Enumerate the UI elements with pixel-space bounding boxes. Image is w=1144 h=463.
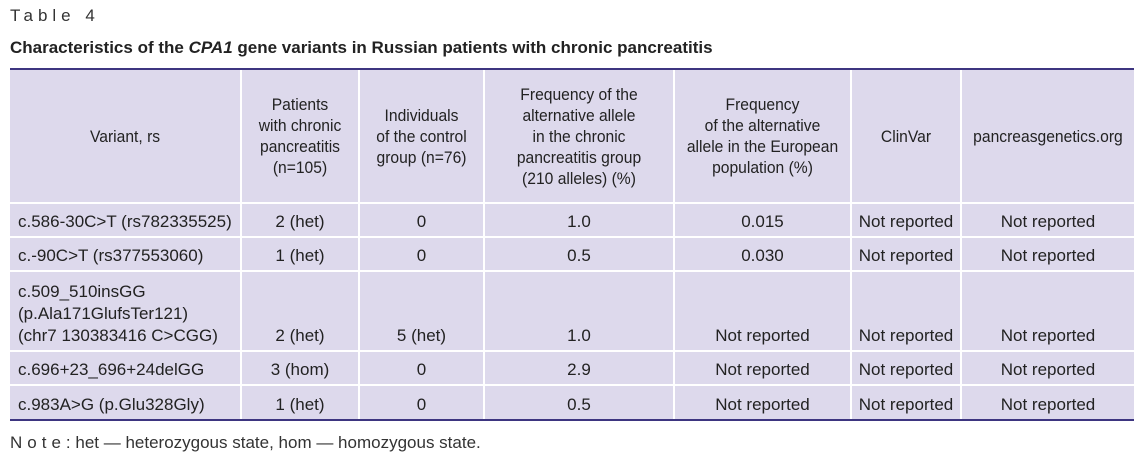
header-line: (n=105) <box>272 158 328 177</box>
cell-control: 0 <box>358 350 484 385</box>
variant-line: c.983A>G (p.Glu328Gly) <box>18 395 205 414</box>
header-line: of the control <box>376 126 467 146</box>
cell-freq-cp: 1.0 <box>483 202 674 237</box>
table-row: c.509_510insGG (p.Ala171GlufsTer121) (chr7… <box>10 270 1134 351</box>
cell-clinvar: Not reported <box>850 384 961 419</box>
cell-patients: 2 (het) <box>240 270 359 351</box>
header-line: ClinVar <box>880 126 932 146</box>
header-line: with chronic <box>258 116 342 135</box>
header-line: (210 alleles) (%) <box>522 168 636 188</box>
cell-pancreasgenetics: Not reported <box>960 384 1134 419</box>
cell-control: 0 <box>358 236 484 271</box>
cell-freq-cp: 0.5 <box>483 236 674 271</box>
cell-freq-cp: 2.9 <box>483 350 674 385</box>
variants-table: Variant, rs Patients with chronic pancreat… <box>10 70 1134 419</box>
table-row: c.983A>G (p.Glu328Gly) 1 (het) 0 0.5 Not rep… <box>10 384 1134 419</box>
cell-variant: c.696+23_696+24delGG <box>10 350 241 385</box>
title-gene: CPA1 <box>188 38 233 57</box>
variant-line: (p.Ala171GlufsTer121) <box>18 304 189 323</box>
column-header-patients: Patients with chronic pancreatitis (n=105) <box>244 70 355 203</box>
note-label: Note <box>10 433 66 452</box>
table-row: c.586-30C>T (rs782335525) 2 (het) 0 1.0 0.01… <box>10 202 1134 237</box>
variants-table-wrapper: Variant, rs Patients with chronic pancreat… <box>10 68 1134 421</box>
cell-patients: 1 (het) <box>240 236 359 271</box>
header-line: Patients <box>271 95 329 114</box>
table-label: Table 4 <box>10 6 100 25</box>
cell-variant: c.509_510insGG (p.Ala171GlufsTer121) (chr7… <box>10 270 241 351</box>
cell-freq-cp: 1.0 <box>483 270 674 351</box>
column-header-variant: Variant, rs <box>19 70 232 203</box>
header-line: pancreatitis <box>260 137 340 156</box>
variant-line: c.586-30C>T (rs782335525) <box>18 212 232 231</box>
cell-control: 0 <box>358 202 484 237</box>
cell-clinvar: Not reported <box>850 202 961 237</box>
header-line: population (%) <box>712 158 813 177</box>
header-line: pancreatitis group <box>516 147 642 167</box>
header-row: Variant, rs Patients with chronic pancreat… <box>10 70 1134 203</box>
column-header-control: Individuals of the control group (n=76) <box>363 70 479 203</box>
cell-patients: 2 (het) <box>240 202 359 237</box>
cell-freq-eu: Not reported <box>673 350 851 385</box>
table-row: c.696+23_696+24delGG 3 (hom) 0 2.9 Not repor… <box>10 350 1134 385</box>
cell-freq-eu: Not reported <box>673 270 851 351</box>
header-line: Individuals <box>384 105 459 125</box>
cell-patients: 3 (hom) <box>240 350 359 385</box>
column-header-clinvar: ClinVar <box>854 70 957 203</box>
column-header-freq-cp: Frequency of the alternative allele in the… <box>490 70 667 203</box>
cell-freq-cp: 0.5 <box>483 384 674 419</box>
table-body: c.586-30C>T (rs782335525) 2 (het) 0 1.0 0.01… <box>10 202 1134 419</box>
cell-control: 0 <box>358 384 484 419</box>
column-header-pancreasgenetics: pancreasgenetics.org <box>966 70 1128 203</box>
cell-control: 5 (het) <box>358 270 484 351</box>
header-line: alternative allele <box>522 105 636 125</box>
cell-pancreasgenetics: Not reported <box>960 270 1134 351</box>
column-header-freq-eu: Frequency of the alternative allele in the… <box>680 70 844 203</box>
header-line: group (n=76) <box>376 147 467 167</box>
table-row: c.-90C>T (rs377553060) 1 (het) 0 0.5 0.030 No… <box>10 236 1134 271</box>
title-prefix: Characteristics of the <box>10 38 189 57</box>
header-line: Variant, rs <box>89 126 161 146</box>
cell-clinvar: Not reported <box>850 350 961 385</box>
header-line: pancreasgenetics.org <box>973 126 1123 146</box>
cell-variant: c.983A>G (p.Glu328Gly) <box>10 384 241 419</box>
variant-line: (chr7 130383416 C>CGG) <box>18 326 218 345</box>
cell-freq-eu: Not reported <box>673 384 851 419</box>
cell-pancreasgenetics: Not reported <box>960 202 1134 237</box>
cell-freq-eu: 0.030 <box>673 236 851 271</box>
cell-clinvar: Not reported <box>850 270 961 351</box>
header-line: of the alternative <box>704 116 821 135</box>
header-line: Frequency of the <box>520 84 638 104</box>
variant-line: c.-90C>T (rs377553060) <box>18 246 204 265</box>
header-line: Frequency <box>725 95 800 114</box>
note-text: : het — heterozygous state, hom — homozy… <box>65 433 481 452</box>
header-line: allele in the European <box>686 137 839 156</box>
variant-line: c.509_510insGG <box>18 282 146 301</box>
cell-freq-eu: 0.015 <box>673 202 851 237</box>
cell-patients: 1 (het) <box>240 384 359 419</box>
cell-variant: c.-90C>T (rs377553060) <box>10 236 241 271</box>
cell-pancreasgenetics: Not reported <box>960 236 1134 271</box>
cell-clinvar: Not reported <box>850 236 961 271</box>
cell-variant: c.586-30C>T (rs782335525) <box>10 202 241 237</box>
table-title: Characteristics of the CPA1 gene variant… <box>10 38 713 58</box>
variant-line: c.696+23_696+24delGG <box>18 360 205 379</box>
table-note: Note: het — heterozygous state, hom — ho… <box>10 433 481 453</box>
header-line: in the chronic <box>532 126 626 146</box>
cell-pancreasgenetics: Not reported <box>960 350 1134 385</box>
title-suffix: gene variants in Russian patients with c… <box>232 38 713 57</box>
